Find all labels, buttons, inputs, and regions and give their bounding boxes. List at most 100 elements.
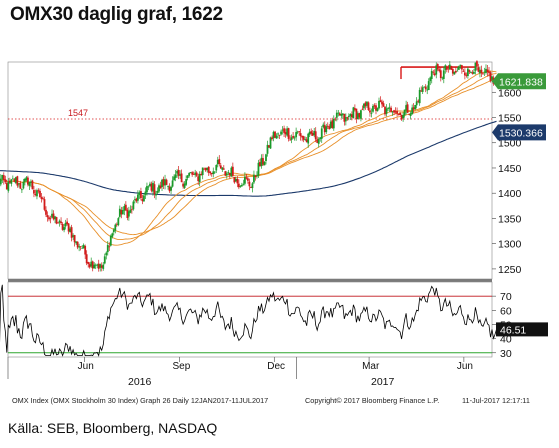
candle-body — [399, 112, 401, 116]
candle — [174, 170, 177, 182]
candle — [111, 232, 114, 239]
candle — [432, 69, 435, 75]
candle — [298, 131, 301, 136]
candle-body — [295, 132, 298, 138]
rsi-tick-label: 70 — [500, 291, 512, 303]
x-tick-label: Mar — [362, 361, 380, 372]
candle-body — [72, 235, 75, 237]
candle-body — [228, 172, 231, 176]
last-price-tag — [492, 73, 546, 90]
candle — [10, 179, 13, 187]
candle-body — [177, 169, 180, 176]
candle — [474, 62, 477, 75]
candle-body — [298, 131, 301, 133]
candle — [382, 100, 385, 107]
candle-body — [457, 66, 460, 70]
candle — [340, 109, 343, 119]
candle-body — [243, 176, 246, 184]
candle — [206, 167, 209, 173]
candle-body — [176, 171, 178, 174]
candle-body — [394, 111, 397, 113]
ma40-line — [0, 70, 497, 246]
candle-body — [127, 211, 130, 217]
candle-body — [248, 181, 251, 187]
candle — [221, 167, 224, 172]
candle — [388, 103, 391, 113]
candle-body — [66, 221, 68, 225]
candle-body — [24, 178, 26, 182]
candle — [155, 190, 157, 200]
rsi-panel — [0, 284, 497, 357]
candle — [180, 169, 183, 183]
candle-body — [231, 166, 234, 176]
candle-body — [379, 100, 382, 102]
candle — [170, 185, 172, 195]
candle — [117, 216, 120, 227]
candle-body — [75, 241, 78, 244]
candle-body — [338, 113, 341, 116]
candle — [16, 175, 19, 188]
candle — [164, 174, 166, 190]
candle-body — [48, 217, 50, 220]
candle-body — [355, 108, 358, 120]
candle-body — [343, 113, 346, 122]
candle-body — [4, 179, 7, 183]
candle-body — [405, 105, 408, 111]
candle — [106, 241, 109, 256]
candle-body — [254, 175, 257, 178]
candle — [420, 86, 423, 93]
candle — [4, 175, 7, 184]
candle — [325, 123, 328, 134]
candle-body — [468, 70, 471, 72]
candle — [269, 136, 272, 149]
candle — [463, 68, 466, 80]
candle-body — [78, 246, 81, 248]
candle-body — [153, 184, 156, 195]
candle — [296, 130, 299, 135]
candle — [207, 166, 210, 176]
candle-body — [186, 175, 189, 179]
candle — [281, 126, 284, 135]
candle — [387, 106, 389, 112]
candle — [280, 129, 282, 136]
candle — [186, 174, 189, 181]
candle-body — [334, 118, 337, 120]
candle-body — [450, 65, 453, 70]
candle-body — [263, 161, 266, 166]
candle — [409, 111, 412, 120]
candle — [450, 65, 453, 70]
candle — [200, 171, 203, 176]
year-label: 2017 — [371, 376, 395, 388]
candle — [25, 176, 28, 182]
candle-body — [438, 69, 441, 72]
candle — [275, 133, 278, 139]
candle-body — [182, 183, 185, 187]
candle — [141, 194, 144, 205]
candle — [421, 85, 424, 95]
candle-body — [488, 71, 490, 73]
candle — [218, 155, 221, 167]
candle-body — [480, 69, 483, 74]
candle-body — [191, 172, 194, 175]
candle — [171, 176, 174, 188]
candle-body — [260, 157, 263, 167]
candle-body — [137, 194, 139, 201]
candle — [331, 117, 334, 129]
candle-body — [373, 105, 376, 107]
candle-body — [259, 162, 261, 167]
candle — [479, 66, 481, 78]
candle — [57, 221, 59, 224]
candle — [473, 68, 475, 75]
candle — [40, 193, 43, 203]
candle-body — [108, 246, 111, 248]
candle-body — [170, 186, 172, 191]
candle-body — [430, 71, 433, 79]
candle-body — [94, 264, 97, 266]
candle — [436, 63, 439, 72]
candle-body — [67, 223, 70, 232]
last-price-label: 1621.838 — [499, 76, 543, 88]
candle — [405, 100, 408, 115]
candle — [34, 189, 37, 197]
candle-body — [81, 247, 84, 249]
candle — [376, 107, 379, 112]
